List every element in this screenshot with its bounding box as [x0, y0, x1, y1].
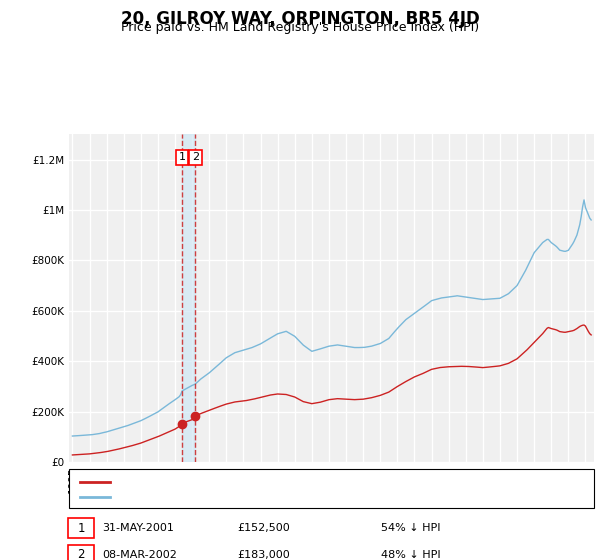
Text: 1: 1 — [77, 521, 85, 535]
Text: 1: 1 — [179, 152, 185, 162]
Text: 48% ↓ HPI: 48% ↓ HPI — [381, 550, 440, 560]
Text: £183,000: £183,000 — [237, 550, 290, 560]
Text: £152,500: £152,500 — [237, 523, 290, 533]
Bar — [182, 134, 195, 462]
Text: 31-MAY-2001: 31-MAY-2001 — [102, 523, 174, 533]
Text: 20, GILROY WAY, ORPINGTON, BR5 4JD: 20, GILROY WAY, ORPINGTON, BR5 4JD — [121, 10, 479, 27]
Text: 2: 2 — [191, 152, 199, 162]
Text: HPI: Average price, detached house, Bromley: HPI: Average price, detached house, Brom… — [117, 492, 370, 502]
Text: 54% ↓ HPI: 54% ↓ HPI — [381, 523, 440, 533]
Text: Price paid vs. HM Land Registry's House Price Index (HPI): Price paid vs. HM Land Registry's House … — [121, 21, 479, 34]
Text: 2: 2 — [77, 548, 85, 560]
Text: 08-MAR-2002: 08-MAR-2002 — [102, 550, 177, 560]
Text: 20, GILROY WAY, ORPINGTON, BR5 4JD (detached house): 20, GILROY WAY, ORPINGTON, BR5 4JD (deta… — [117, 478, 434, 487]
